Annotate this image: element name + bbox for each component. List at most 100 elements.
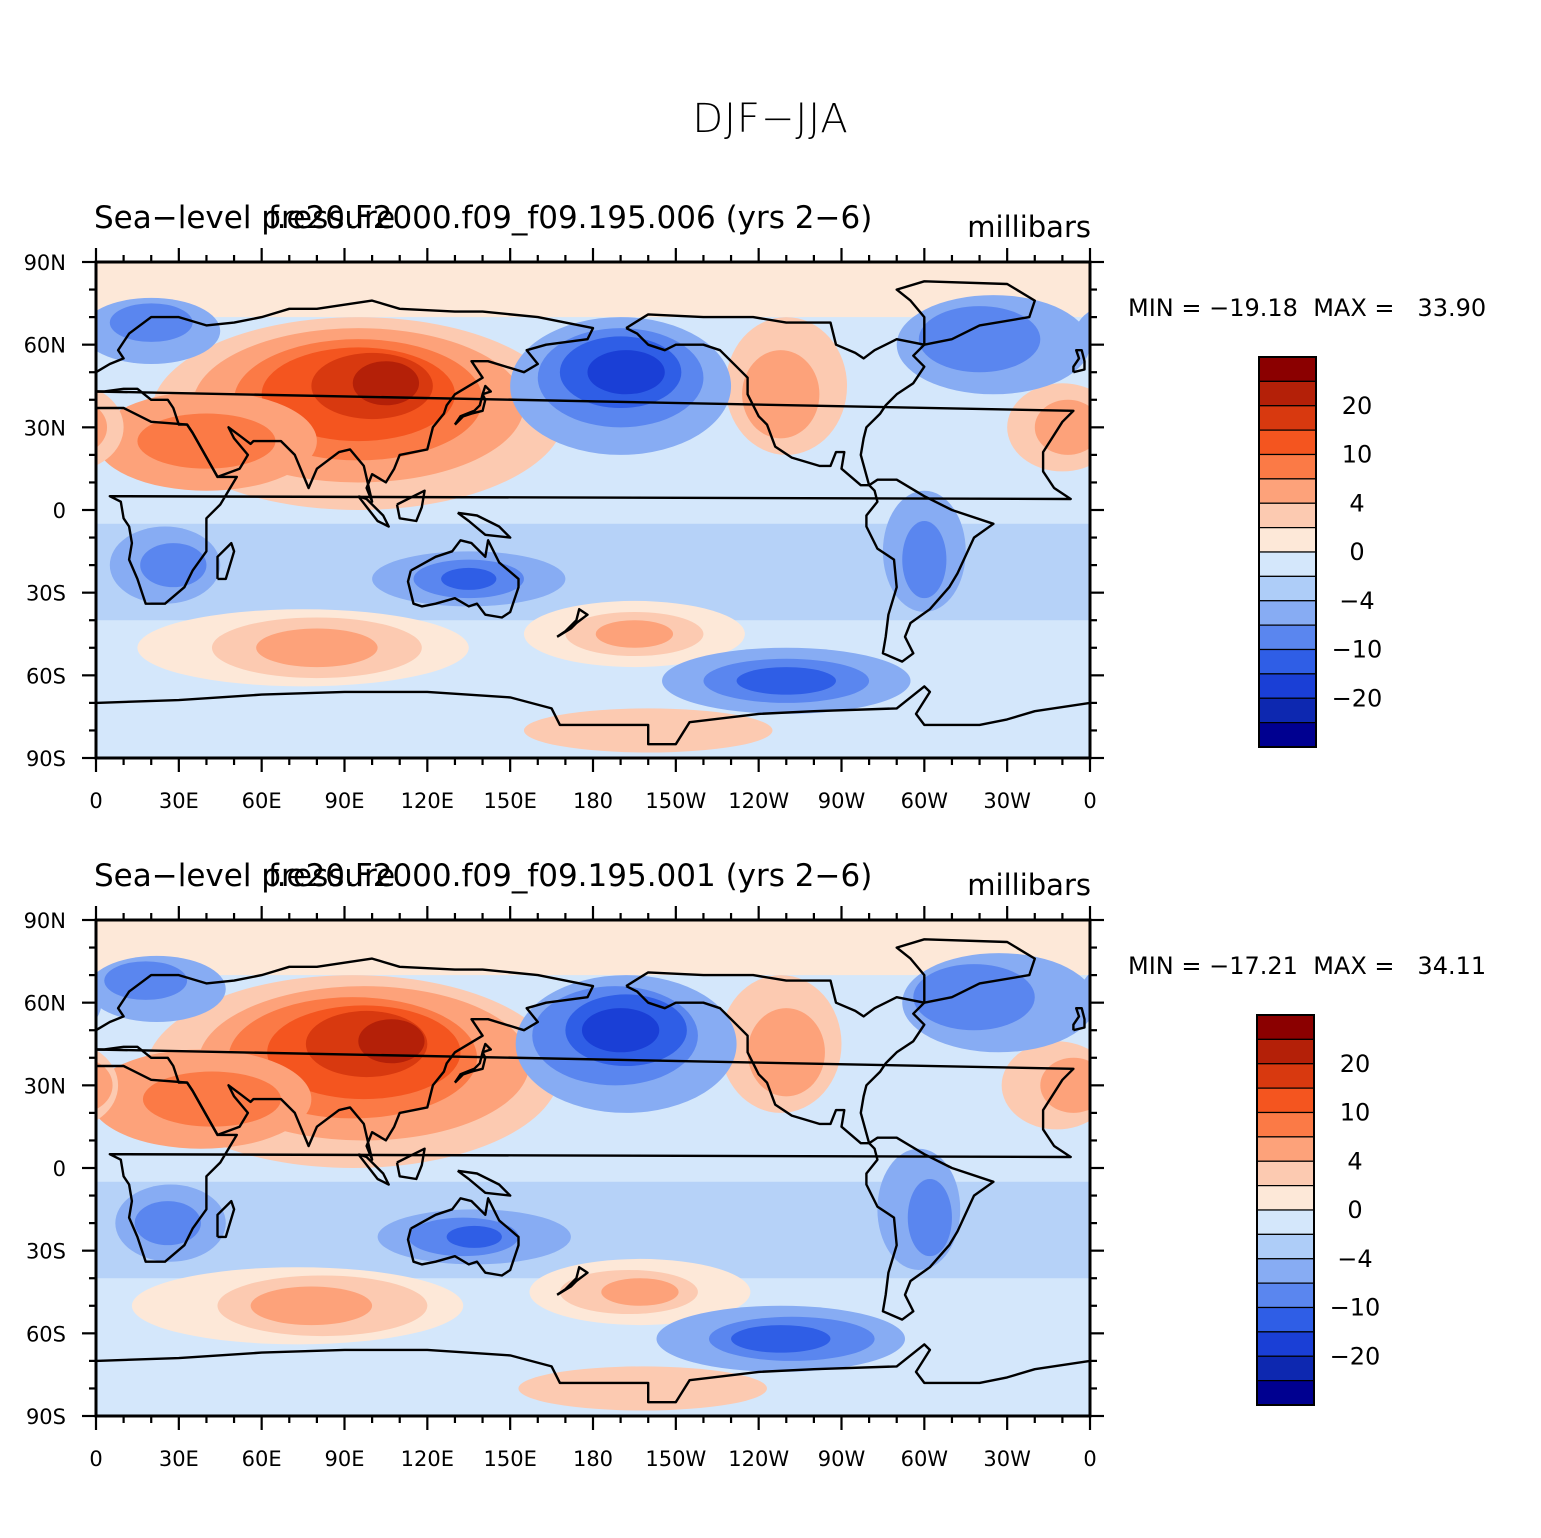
colorbar-swatch [1256, 1258, 1315, 1284]
lat-label: 90S [26, 1405, 66, 1429]
axes [82, 906, 1104, 1430]
anomaly-contour [352, 361, 420, 406]
coastline [1072, 349, 1086, 374]
coastline [96, 1048, 1075, 1263]
lon-label: 60E [242, 1447, 282, 1471]
colorbar-swatch [1258, 527, 1317, 553]
colorbar: 20 10 4 0 −4 −10 −20 [1256, 1014, 1381, 1406]
colorbar-label: 20 [1342, 392, 1373, 420]
lon-label: 30E [159, 1447, 199, 1471]
colorbar-frame [1258, 356, 1317, 748]
min-max-readout: MIN = −19.18 MAX = 33.90 [1128, 294, 1487, 322]
colorbar-label: −4 [1337, 1245, 1372, 1273]
colorbar-swatch [1258, 600, 1317, 626]
lon-label: 30W [983, 789, 1031, 813]
coastline [453, 1042, 492, 1084]
coastline [96, 685, 1090, 746]
colorbar-swatch [1258, 356, 1317, 382]
anomaly-contour [581, 1008, 660, 1053]
coastline [895, 938, 1036, 1004]
lon-label: 30W [983, 1447, 1031, 1471]
coastline [865, 478, 995, 663]
anomaly-contour [96, 406, 108, 448]
anomaly-contour [587, 350, 665, 395]
colorbar-swatch [1258, 453, 1317, 480]
anomaly-contour [109, 303, 193, 342]
lon-label: 90E [325, 1447, 365, 1471]
panel-center-title: f.e20.F2000.f09_f09.195.001 (yrs 2−6) [268, 858, 873, 894]
coastline [96, 1343, 1090, 1404]
lon-label: 120W [728, 1447, 789, 1471]
colorbar-swatch [1258, 551, 1317, 577]
colorbar-swatch [1256, 1136, 1315, 1162]
lon-label: 120E [401, 789, 454, 813]
coastline [453, 384, 492, 426]
lat-label: 0 [53, 499, 66, 523]
colorbar-label: −20 [1332, 684, 1383, 712]
lat-label: 60N [24, 334, 66, 358]
colorbar-label: −10 [1330, 1294, 1381, 1322]
max-label: MAX [1313, 952, 1367, 980]
lon-label: 120W [728, 789, 789, 813]
anomaly-contour [913, 964, 1035, 1031]
lon-label: 60W [901, 789, 949, 813]
coastline [96, 390, 1075, 605]
anomaly-contour [595, 620, 674, 648]
colorbar-swatch [1258, 697, 1317, 724]
colorbar-swatch [1256, 1233, 1315, 1260]
pressure-field [96, 920, 1090, 1416]
coastline [625, 971, 926, 1145]
colorbar-swatch [1256, 1111, 1315, 1138]
panel-left-title: Sea−level pressure [94, 858, 396, 894]
anomaly-contour [918, 306, 1041, 373]
pressure-field [96, 262, 1090, 758]
lat-label: 30S [26, 1240, 66, 1264]
anomaly-contour [902, 521, 947, 599]
anomaly-contour [736, 667, 836, 695]
arctic-band [96, 262, 1090, 318]
max-value: 34.11 [1417, 952, 1487, 980]
coastline [556, 608, 589, 638]
colorbar-swatch [1258, 673, 1317, 699]
colorbar-swatch [1258, 429, 1317, 456]
colorbar-swatch [1256, 1038, 1315, 1065]
arctic-band [96, 920, 1090, 976]
colorbar-swatch [1258, 624, 1317, 651]
coastline [406, 539, 520, 619]
colorbar-frame [1256, 1014, 1315, 1406]
anomaly-contour [250, 1286, 373, 1326]
colorbar-swatch [1258, 502, 1317, 529]
anomaly-contour [256, 628, 378, 668]
colorbar-swatch [1256, 1380, 1315, 1406]
colorbar-label: −10 [1332, 636, 1383, 664]
lon-label: 150E [483, 1447, 536, 1471]
lon-label: 90W [818, 1447, 866, 1471]
coastline [406, 1197, 520, 1277]
lon-label: 30E [159, 789, 199, 813]
lat-label: 60S [26, 664, 66, 688]
anomaly-contour [441, 567, 497, 590]
min-max-readout: MIN = −17.21 MAX = 34.11 [1128, 952, 1487, 980]
map-plot-1: 90N 60N 30N 0 30S 60S 90S 0 30E 60E 90E 120E 150E 180… [24, 248, 1383, 813]
max-value: 33.90 [1417, 294, 1487, 322]
anomaly-contour [1040, 1057, 1090, 1113]
anomaly-contour [1076, 311, 1090, 351]
colorbar-swatch [1258, 380, 1317, 407]
coastline [895, 280, 1036, 346]
figure-title: DJF−JJA [692, 96, 849, 142]
colorbar-label: 10 [1340, 1099, 1371, 1127]
colorbar-swatch [1256, 1087, 1315, 1114]
anomaly-contour [446, 1225, 502, 1248]
colorbar-swatch [1256, 1160, 1315, 1187]
colorbar-swatch [1256, 1014, 1315, 1040]
lon-label: 120E [401, 1447, 454, 1471]
colorbar-swatch [1258, 405, 1317, 431]
colorbar-label: −20 [1330, 1342, 1381, 1370]
lon-label: 150W [645, 789, 706, 813]
lon-label: 60E [242, 789, 282, 813]
lon-label: 0 [89, 789, 102, 813]
lat-label: 30S [26, 582, 66, 606]
panel-left-title: Sea−level pressure [94, 200, 396, 236]
anomaly-contour [601, 1278, 679, 1306]
coastline [216, 1199, 236, 1239]
